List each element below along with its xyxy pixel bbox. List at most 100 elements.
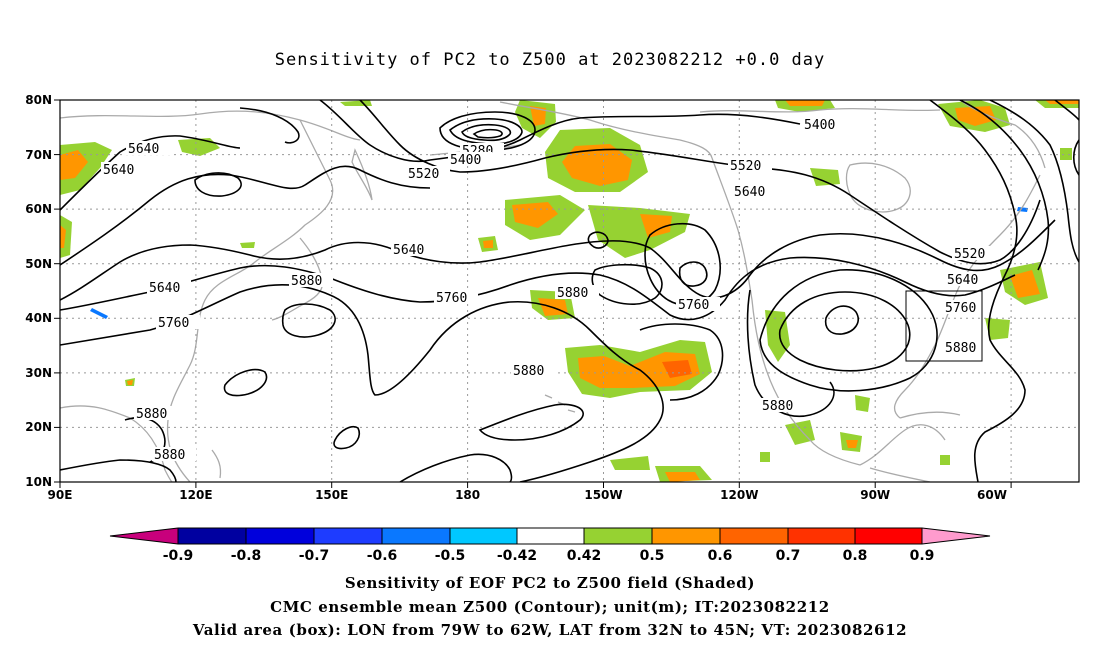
lat-tick-label: 50N bbox=[25, 257, 52, 271]
contour-line bbox=[959, 100, 1050, 271]
colorbar: -0.9 -0.8 -0.7 -0.6 -0.5 -0.42 0.42 0.5 … bbox=[109, 527, 991, 564]
coast-indochina bbox=[60, 405, 173, 482]
contour-line bbox=[461, 123, 512, 142]
shade-orange bbox=[60, 150, 88, 180]
lat-axis: 80N 70N 60N 50N 40N 30N 20N 10N bbox=[25, 93, 60, 489]
colorbar-label: 0.8 bbox=[843, 548, 868, 564]
coast-philippines bbox=[211, 449, 222, 479]
shade-green bbox=[940, 455, 950, 465]
contour-label: 5880 bbox=[945, 341, 976, 356]
contour-line bbox=[478, 403, 584, 441]
contour-line bbox=[929, 100, 1026, 482]
shade-orange bbox=[665, 472, 700, 482]
contour-line bbox=[824, 305, 859, 335]
colorbar-segment bbox=[246, 528, 314, 544]
colorbar-segment bbox=[652, 528, 720, 544]
colorbar-label: 0.6 bbox=[708, 548, 733, 564]
shade-orange bbox=[1010, 270, 1040, 298]
contour-label: 5760 bbox=[678, 298, 709, 313]
shade-blue bbox=[90, 308, 108, 319]
colorbar-arrow-left bbox=[110, 528, 178, 544]
lon-tick-label: 180 bbox=[455, 488, 480, 502]
shade-orange bbox=[60, 225, 66, 248]
colorbar-segment bbox=[720, 528, 788, 544]
coast-kamchatka bbox=[351, 148, 373, 201]
lat-tick-label: 60N bbox=[25, 202, 52, 216]
contour-line bbox=[60, 165, 431, 266]
shade-green bbox=[810, 168, 840, 186]
contour-line bbox=[587, 231, 609, 249]
shade-orange bbox=[785, 100, 825, 106]
contour-label: 5880 bbox=[136, 407, 167, 422]
contour-line bbox=[60, 256, 1016, 321]
contour-label: 5640 bbox=[149, 281, 180, 296]
shade-green bbox=[785, 420, 815, 445]
contour-line bbox=[194, 172, 242, 197]
colorbar-arrow-right bbox=[922, 528, 990, 544]
lat-tick-label: 20N bbox=[25, 420, 52, 434]
coast-caribbean bbox=[899, 411, 961, 419]
contour-label: 5880 bbox=[762, 399, 793, 414]
contour-label: 5880 bbox=[154, 448, 185, 463]
contour-line bbox=[639, 323, 724, 401]
contour-line bbox=[759, 269, 938, 392]
colorbar-label: -0.6 bbox=[367, 548, 398, 564]
contour-line bbox=[239, 107, 300, 144]
lon-tick-label: 150E bbox=[315, 488, 348, 502]
shade-orange bbox=[530, 106, 546, 126]
lat-tick-label: 10N bbox=[25, 475, 52, 489]
contour-line bbox=[1072, 139, 1079, 176]
shade-green bbox=[240, 242, 255, 248]
contour-line bbox=[778, 291, 911, 372]
lon-tick-label: 120E bbox=[179, 488, 212, 502]
colorbar-segment bbox=[855, 528, 922, 544]
lon-tick-label: 120W bbox=[720, 488, 758, 502]
colorbar-segment bbox=[517, 528, 584, 544]
contour-label: 5400 bbox=[450, 153, 481, 168]
shade-green bbox=[340, 100, 372, 106]
contour-line bbox=[678, 261, 708, 287]
shade-green bbox=[178, 138, 220, 156]
contour-line bbox=[60, 219, 1056, 301]
shade-orange bbox=[562, 144, 632, 186]
shade-orange bbox=[483, 240, 493, 248]
coast-hawaii bbox=[544, 394, 576, 413]
gridlines bbox=[60, 100, 1079, 482]
shade-orange bbox=[640, 214, 672, 238]
colorbar-label: 0.9 bbox=[910, 548, 935, 564]
contour-line bbox=[989, 100, 1079, 263]
contour-line bbox=[333, 425, 361, 450]
contour-label: 5640 bbox=[947, 273, 978, 288]
contour-line bbox=[472, 128, 503, 139]
colorbar-segment bbox=[450, 528, 517, 544]
colorbar-label: 0.7 bbox=[776, 548, 801, 564]
shade-orange bbox=[955, 106, 996, 126]
colorbar-label: -0.5 bbox=[435, 548, 466, 564]
shade-orange bbox=[512, 202, 558, 228]
coast-greenland bbox=[959, 100, 1046, 169]
coast-gulf bbox=[859, 424, 946, 466]
contour-line bbox=[281, 303, 336, 338]
caption-valid-area: Valid area (box): LON from 79W to 62W, L… bbox=[192, 621, 908, 639]
map-frame bbox=[59, 99, 1080, 483]
caption-shaded: Sensitivity of EOF PC2 to Z500 field (Sh… bbox=[344, 574, 756, 592]
lat-tick-label: 40N bbox=[25, 311, 52, 325]
contour-label: 5640 bbox=[103, 163, 134, 178]
contour-label: 5400 bbox=[804, 118, 835, 133]
map-content: 5640 5640 5280 5400 5520 5400 5520 5640 … bbox=[60, 100, 1079, 482]
colorbar-label: 0.5 bbox=[640, 548, 665, 564]
colorbar-segment bbox=[382, 528, 450, 544]
colorbar-segment bbox=[314, 528, 382, 544]
lon-axis: 90E 120E 150E 180 150W 120W 90W 60W bbox=[48, 482, 1012, 502]
contour-label: 5640 bbox=[393, 243, 424, 258]
coast-na-west bbox=[711, 157, 861, 466]
contour-line bbox=[319, 100, 801, 163]
coast-alaska bbox=[499, 101, 713, 159]
contour-labels: 5640 5640 5280 5400 5520 5400 5520 5640 … bbox=[101, 117, 996, 463]
contour-line bbox=[223, 368, 268, 397]
lon-tick-label: 60W bbox=[977, 488, 1007, 502]
coast-central-am bbox=[869, 467, 931, 482]
lon-tick-label: 90W bbox=[860, 488, 890, 502]
coast-hudson bbox=[845, 162, 911, 213]
